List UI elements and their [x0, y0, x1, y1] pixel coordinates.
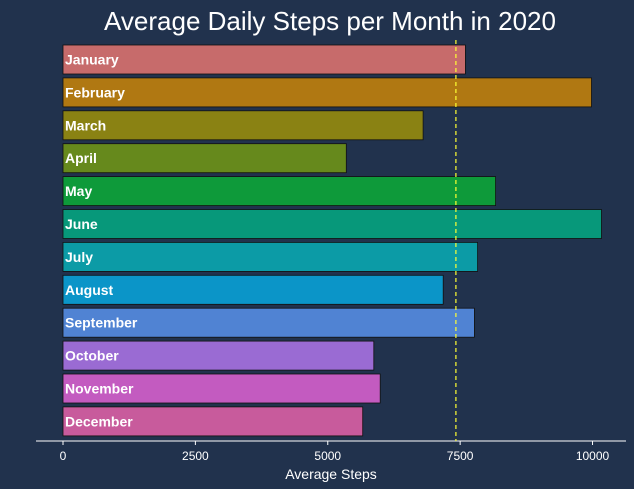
bar-label-december: December [65, 413, 133, 429]
bar-label-may: May [65, 183, 92, 199]
bar-label-july: July [65, 249, 93, 265]
bar-label-february: February [65, 84, 125, 100]
bar-april [62, 143, 347, 174]
bars-group: January February March April May June July Augu… [62, 44, 602, 437]
bar-august [62, 274, 444, 305]
x-tick-label-1: 2500 [182, 449, 209, 463]
chart-title: Average Daily Steps per Month in 2020 [104, 6, 556, 36]
x-tick-label-2: 5000 [314, 449, 341, 463]
bar-december [62, 406, 364, 437]
bar-label-march: March [65, 117, 106, 133]
bar-label-june: June [65, 216, 98, 232]
x-tick-label-3: 7500 [447, 449, 474, 463]
x-axis-title: Average Steps [285, 466, 377, 482]
bar-january [62, 44, 466, 75]
bar-may [62, 176, 497, 207]
bar-march [62, 110, 424, 141]
bar-february [62, 77, 592, 108]
x-tick-label-0: 0 [60, 449, 67, 463]
bar-october [62, 340, 375, 371]
x-tick-label-4: 10000 [576, 449, 610, 463]
bar-july [62, 241, 479, 272]
bar-november [62, 373, 381, 404]
x-axis-ticks: 0 2500 5000 7500 10000 [60, 441, 610, 463]
bar-label-september: September [65, 315, 138, 331]
bar-label-january: January [65, 52, 119, 68]
bar-label-november: November [65, 381, 134, 397]
bar-label-october: October [65, 348, 119, 364]
bar-june [62, 209, 602, 239]
bar-label-april: April [65, 150, 97, 166]
bar-label-august: August [65, 282, 114, 298]
bar-september [62, 307, 475, 338]
